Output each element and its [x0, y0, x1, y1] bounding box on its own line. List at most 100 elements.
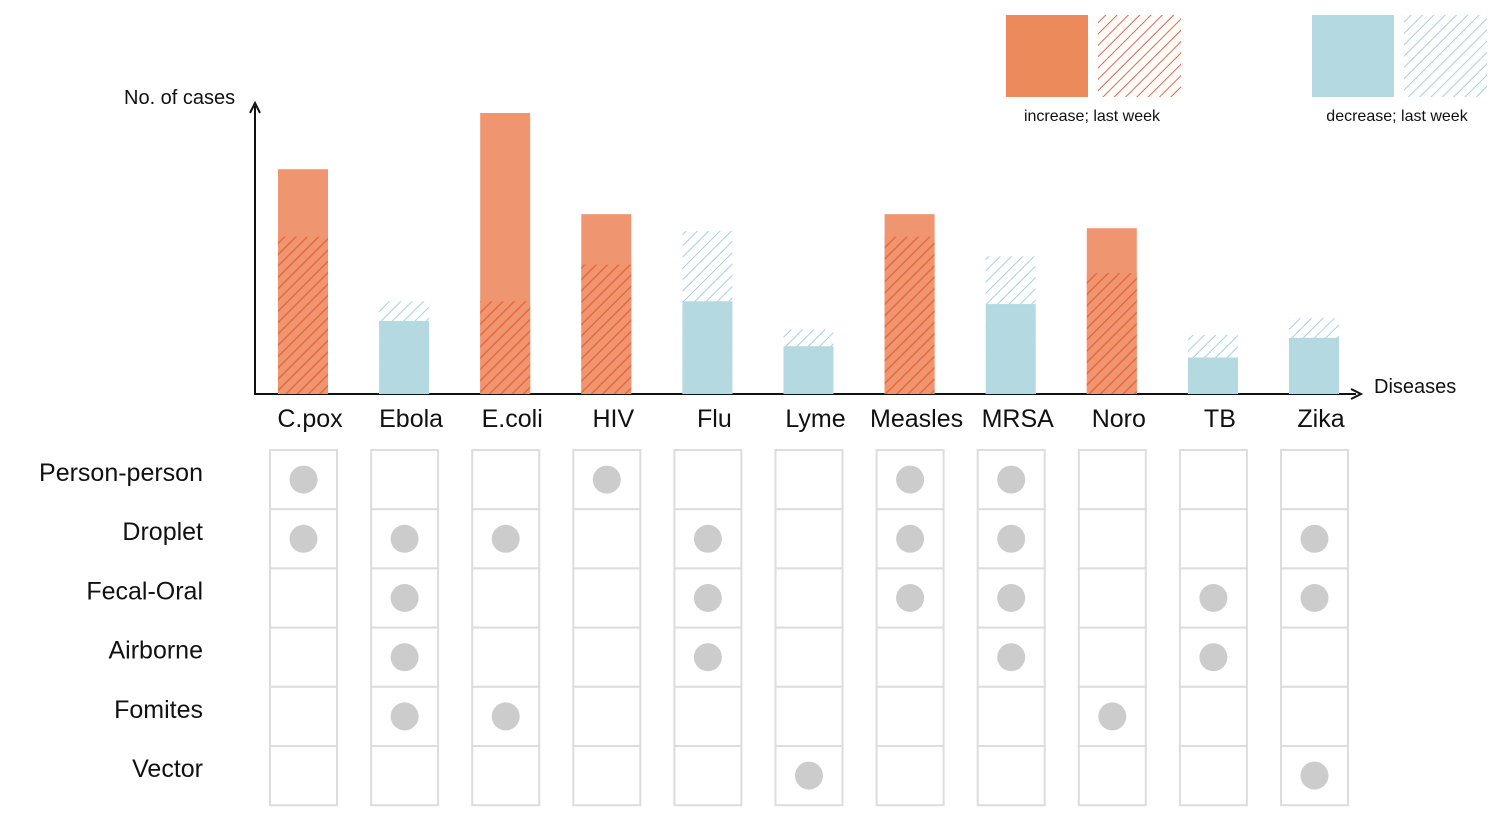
dot-droplet-ebola — [390, 524, 419, 553]
transmission-grid — [269, 449, 1349, 807]
grid-cell-fomites-zika — [1280, 685, 1349, 747]
legend-increase-swatch — [1006, 15, 1088, 97]
category-label-flu: Flu — [697, 405, 732, 433]
y-axis-arrow — [249, 100, 261, 114]
dot-airborne-flu — [693, 643, 722, 672]
grid-cell-fomites-tb — [1178, 685, 1248, 747]
dot-vector-lyme — [795, 761, 823, 790]
dot-droplet-e-coli — [491, 524, 520, 553]
grid-cell-vector-tb — [1178, 745, 1248, 807]
y-axis-title: No. of cases — [124, 87, 235, 109]
grid-cell-person-person-noro — [1077, 449, 1147, 511]
route-label-vector: Vector — [132, 755, 203, 783]
bar-lyme — [783, 346, 834, 394]
grid-cell-airborne-lyme — [774, 626, 844, 688]
grid-cell-airborne-measles — [875, 626, 945, 688]
category-label-ebola: Ebola — [379, 405, 443, 433]
bar-last-week-e-coli — [480, 301, 531, 394]
category-label-zika: Zika — [1297, 405, 1344, 433]
dot-droplet-measles — [896, 524, 925, 553]
dot-person-person-measles — [896, 465, 925, 494]
x-axis-arrow — [1350, 388, 1364, 400]
dot-person-person-c-pox — [289, 465, 318, 494]
dot-fomites-ebola — [390, 702, 419, 731]
dot-fecal-oral-tb — [1199, 584, 1228, 612]
dot-fecal-oral-measles — [896, 584, 925, 612]
dot-person-person-mrsa — [997, 465, 1026, 494]
grid-cell-fomites-hiv — [572, 685, 642, 747]
dot-airborne-ebola — [390, 643, 419, 672]
category-label-tb: TB — [1204, 405, 1236, 433]
bar-last-week-hiv — [581, 264, 632, 394]
dot-airborne-mrsa — [997, 643, 1026, 672]
grid-cell-person-person-ebola — [370, 449, 440, 511]
grid-cell-fecal-oral-noro — [1077, 567, 1147, 629]
route-label-person-person: Person-person — [39, 459, 203, 487]
grid-cell-droplet-noro — [1077, 508, 1147, 570]
bar-last-week-measles — [884, 236, 935, 394]
grid-cell-fomites-flu — [673, 685, 743, 747]
grid-cell-fecal-oral-zika — [1280, 567, 1349, 629]
dot-droplet-flu — [693, 524, 722, 553]
grid-cell-airborne-e-coli — [471, 626, 541, 688]
grid-cell-vector-measles — [875, 745, 945, 807]
legend-increase-label: increase; last week — [1024, 108, 1161, 125]
grid-cell-fomites-lyme — [774, 685, 844, 747]
dot-fomites-noro — [1098, 702, 1127, 731]
dot-fecal-oral-flu — [693, 584, 722, 612]
grid-cell-fomites-c-pox — [269, 685, 338, 747]
route-label-fomites: Fomites — [114, 696, 203, 724]
bar-last-week-noro — [1086, 273, 1137, 394]
grid-cell-person-person-flu — [673, 449, 743, 511]
dot-droplet-c-pox — [289, 524, 318, 553]
grid-cell-vector-e-coli — [471, 745, 541, 807]
dot-airborne-tb — [1199, 643, 1228, 672]
grid-cell-fecal-oral-e-coli — [471, 567, 541, 629]
route-label-fecal-oral: Fecal-Oral — [86, 577, 203, 605]
grid-cell-droplet-mrsa — [976, 508, 1046, 570]
grid-cell-person-person-c-pox — [269, 449, 338, 511]
category-label-e-coli: E.coli — [482, 405, 543, 433]
grid-cell-person-person-tb — [1178, 449, 1248, 511]
dot-fecal-oral-zika — [1300, 584, 1329, 612]
grid-cell-vector-mrsa — [976, 745, 1046, 807]
grid-cell-person-person-e-coli — [471, 449, 541, 511]
bar-ebola — [379, 320, 430, 394]
grid-cell-person-person-zika — [1280, 449, 1349, 511]
x-axis-title: Diseases — [1374, 376, 1456, 398]
bar-zika — [1289, 337, 1339, 394]
dot-fecal-oral-ebola — [390, 584, 419, 612]
grid-cell-vector-hiv — [572, 745, 642, 807]
dot-vector-zika — [1300, 761, 1329, 790]
grid-cell-fecal-oral-hiv — [572, 567, 642, 629]
category-label-mrsa: MRSA — [982, 405, 1055, 433]
grid-cell-droplet-lyme — [774, 508, 844, 570]
grid-cell-airborne-hiv — [572, 626, 642, 688]
dot-droplet-mrsa — [997, 524, 1026, 553]
bar-mrsa — [985, 304, 1036, 394]
grid-cell-droplet-hiv — [572, 508, 642, 570]
route-label-airborne: Airborne — [109, 637, 204, 665]
category-label-lyme: Lyme — [785, 405, 845, 433]
dot-droplet-zika — [1300, 524, 1329, 553]
route-label-droplet: Droplet — [122, 518, 203, 546]
bar-tb — [1187, 357, 1238, 394]
grid-cell-vector-noro — [1077, 745, 1147, 807]
grid-cell-fecal-oral-c-pox — [269, 567, 338, 629]
grid-cell-airborne-c-pox — [269, 626, 338, 688]
category-label-hiv: HIV — [592, 405, 634, 433]
grid-cell-airborne-noro — [1077, 626, 1147, 688]
grid-cell-vector-c-pox — [269, 745, 338, 807]
grid-cell-fomites-mrsa — [976, 685, 1046, 747]
grid-cell-vector-flu — [673, 745, 743, 807]
legend-decrease-label: decrease; last week — [1326, 108, 1468, 125]
dot-fomites-e-coli — [491, 702, 520, 731]
legend-decrease-last-week-swatch — [1404, 15, 1487, 97]
category-label-c-pox: C.pox — [277, 405, 343, 433]
legend-decrease-swatch — [1312, 15, 1394, 97]
bars — [278, 113, 1339, 394]
grid-cell-droplet-tb — [1178, 508, 1248, 570]
category-label-noro: Noro — [1092, 405, 1146, 433]
category-labels: C.pox Ebola E.coli HIV Flu Lyme Measles MRSA Nor… — [277, 405, 1344, 433]
